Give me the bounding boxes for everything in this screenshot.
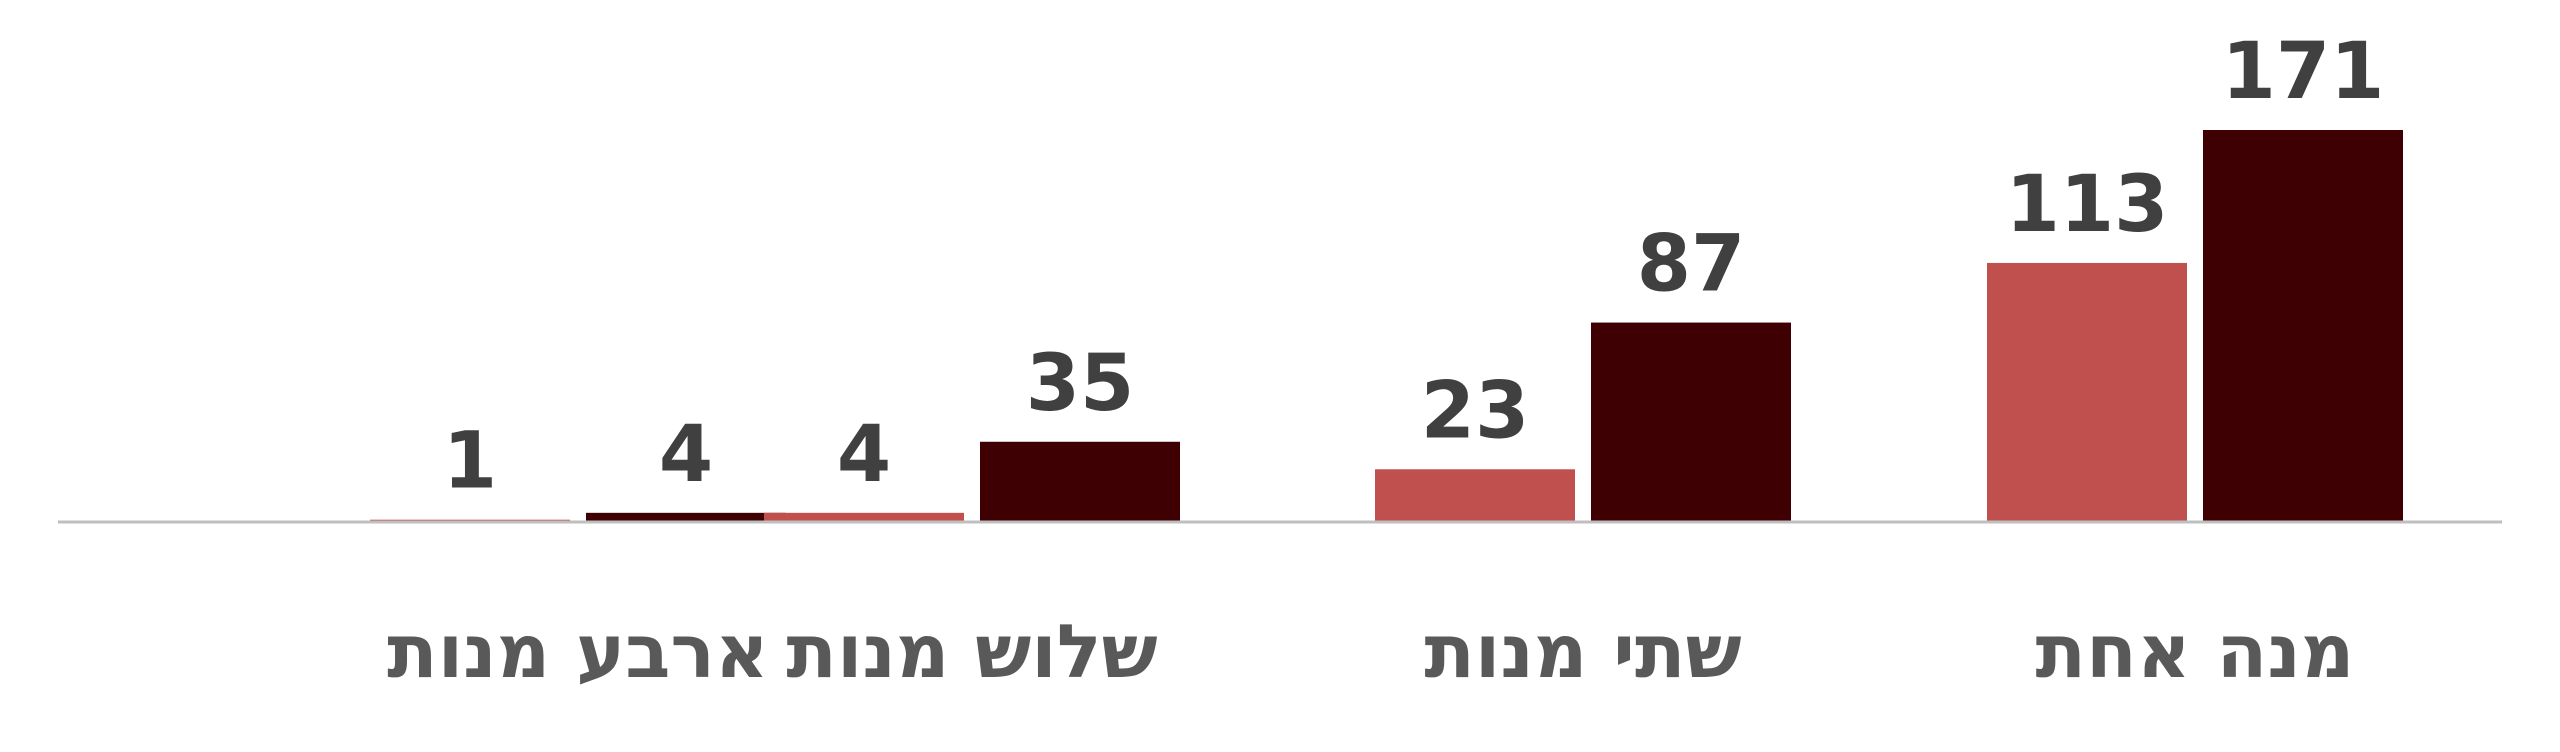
bar-s2-c4 <box>2203 130 2403 522</box>
value-label-s1-c1: 1 <box>443 417 497 507</box>
category-label-2: שלוש מנות <box>786 609 1157 695</box>
category-label-1: ארבע מנות <box>387 609 769 695</box>
value-label-s2-c2: 35 <box>1026 339 1135 429</box>
value-labels-layer: 1 4 4 35 23 87 113 171 <box>443 27 2385 507</box>
value-label-s2-c3: 87 <box>1637 220 1746 310</box>
bar-s2-c1 <box>586 512 786 522</box>
bars-layer <box>370 130 2403 522</box>
value-label-s1-c4: 113 <box>2006 160 2169 250</box>
value-label-s2-c1: 4 <box>659 410 713 500</box>
value-label-s1-c3: 23 <box>1421 366 1530 456</box>
bar-s1-c2 <box>764 512 964 522</box>
category-labels-layer: ארבע מנות שלוש מנות שתי מנות מנה אחת <box>387 609 2354 695</box>
value-label-s1-c2: 4 <box>837 410 891 500</box>
bar-s1-c3 <box>1375 469 1575 522</box>
bar-s2-c3 <box>1591 322 1791 522</box>
value-label-s2-c4: 171 <box>2222 27 2385 117</box>
bar-s2-c2 <box>980 441 1180 522</box>
bar-s1-c4 <box>1987 262 2187 522</box>
category-label-3: שתי מנות <box>1424 609 1741 695</box>
category-label-4: מנה אחת <box>2036 609 2355 695</box>
